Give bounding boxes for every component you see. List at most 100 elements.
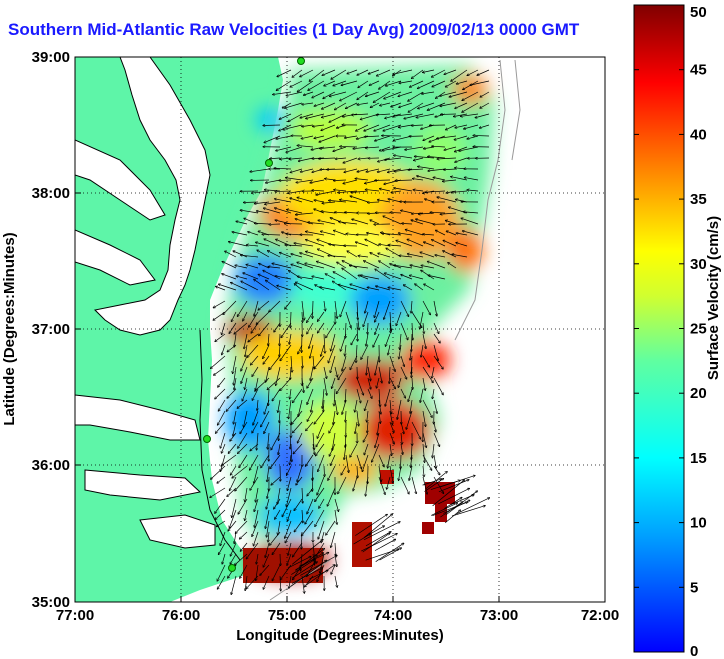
velocity-arrow (225, 251, 237, 258)
velocity-arrow (335, 542, 336, 556)
lon-tick-label: 77:00 (56, 607, 94, 624)
velocity-arrow (290, 80, 303, 87)
velocity-arrow (424, 478, 444, 492)
velocity-arrow (396, 240, 413, 247)
velocity-arrow (386, 476, 391, 489)
velocity-arrow (379, 80, 391, 89)
velocity-arrow (341, 465, 347, 475)
velocity-arrow (342, 399, 347, 414)
velocity-arrow (345, 212, 358, 213)
velocity-arrow (268, 333, 269, 346)
velocity-arrow (318, 520, 325, 539)
velocity-arrow (342, 268, 358, 280)
velocity-arrow (433, 377, 443, 395)
velocity-arrow (409, 80, 424, 87)
velocity-arrow (288, 113, 303, 122)
velocity-arrow (275, 191, 292, 192)
velocity-arrow (365, 91, 380, 96)
velocity-arrow (332, 432, 336, 451)
velocity-arrow (322, 388, 325, 408)
velocity-arrow (395, 180, 413, 181)
velocity-arrow (347, 69, 358, 74)
velocity-arrow (252, 520, 259, 537)
velocity-arrow (273, 91, 292, 95)
velocity-arrow (276, 135, 292, 139)
velocity-arrow (215, 421, 226, 433)
velocity-arrow (432, 443, 435, 458)
velocity-arrow (440, 91, 457, 96)
velocity-arrow (355, 399, 358, 412)
velocity-arrow (317, 239, 336, 247)
velocity-arrow (280, 575, 281, 591)
velocity-arrow (318, 220, 336, 225)
velocity-arrow (477, 69, 490, 75)
velocity-arrow (316, 432, 325, 447)
velocity-arrow (448, 262, 457, 269)
velocity-arrow (456, 498, 490, 514)
velocity-arrow (428, 156, 446, 159)
velocity-arrow (220, 531, 226, 546)
velocity-arrow (363, 311, 369, 327)
velocity-arrow (398, 465, 402, 481)
colorbar-tick-label: 35 (690, 191, 707, 208)
velocity-arrow (325, 274, 336, 280)
velocity-arrow (432, 80, 446, 87)
velocity-arrow (433, 465, 440, 475)
lat-tick-label: 35:00 (32, 594, 70, 611)
velocity-arrow (452, 254, 468, 258)
velocity-arrow (358, 80, 369, 88)
velocity-arrow (222, 553, 226, 564)
velocity-arrow (433, 432, 440, 447)
velocity-arrow (274, 168, 292, 169)
velocity-arrow (263, 553, 270, 567)
velocity-arrow (350, 443, 358, 457)
velocity-arrow (345, 410, 346, 422)
velocity-arrow (250, 168, 270, 172)
velocity-arrow (454, 135, 468, 140)
velocity-arrow (272, 388, 281, 401)
velocity-arrow (275, 220, 292, 225)
velocity-arrow (286, 209, 303, 214)
velocity-arrow (296, 476, 303, 485)
velocity-arrow (437, 197, 457, 203)
velocity-arrow (264, 399, 270, 414)
velocity-arrow (272, 542, 281, 555)
velocity-arrow (462, 91, 479, 101)
velocity-arrow (370, 102, 380, 108)
velocity-arrow (316, 261, 336, 269)
velocity-arrow (268, 267, 281, 269)
velocity-arrow (394, 188, 413, 192)
velocity-arrow (435, 230, 446, 236)
velocity-arrow (400, 322, 408, 340)
velocity-arrow (341, 80, 358, 85)
velocity-arrow (261, 454, 270, 468)
velocity-arrow (370, 220, 380, 225)
velocity-arrow (286, 234, 303, 235)
velocity-arrow (292, 542, 303, 557)
velocity-arrow (312, 91, 325, 98)
velocity-arrow (245, 509, 248, 521)
velocity-arrow (234, 531, 237, 544)
velocity-arrow (315, 443, 325, 456)
velocity-arrow (314, 135, 325, 138)
velocity-arrow (307, 564, 314, 577)
velocity-arrow (287, 556, 311, 569)
velocity-arrow (405, 146, 424, 150)
velocity-arrow (267, 487, 270, 498)
velocity-arrow (232, 232, 248, 236)
velocity-arrow (230, 465, 237, 475)
velocity-arrow (422, 432, 426, 448)
velocity-arrow (444, 69, 457, 74)
velocity-arrow (301, 520, 314, 536)
velocity-arrow (463, 124, 479, 129)
velocity-arrow (389, 399, 391, 414)
velocity-arrow (356, 124, 369, 131)
velocity-arrow (442, 179, 457, 181)
velocity-arrow (263, 208, 281, 214)
velocity-arrow (350, 355, 358, 370)
velocity-arrow (324, 465, 325, 477)
velocity-arrow (263, 355, 270, 364)
velocity-arrow (255, 377, 270, 391)
velocity-arrow (305, 509, 314, 524)
